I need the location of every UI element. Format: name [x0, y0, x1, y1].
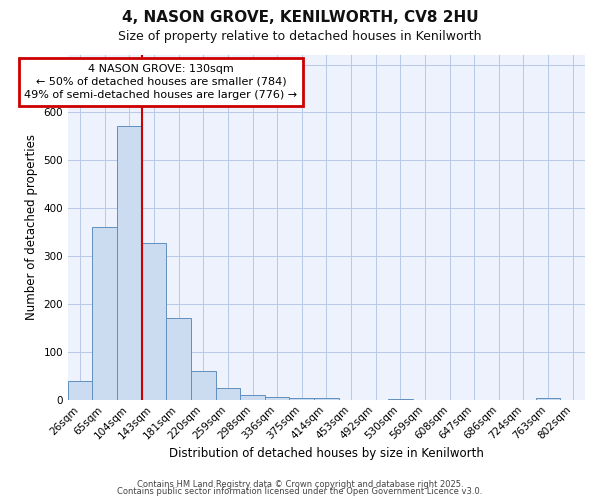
- Text: Contains public sector information licensed under the Open Government Licence v3: Contains public sector information licen…: [118, 487, 482, 496]
- X-axis label: Distribution of detached houses by size in Kenilworth: Distribution of detached houses by size …: [169, 447, 484, 460]
- Text: Contains HM Land Registry data © Crown copyright and database right 2025.: Contains HM Land Registry data © Crown c…: [137, 480, 463, 489]
- Text: 4, NASON GROVE, KENILWORTH, CV8 2HU: 4, NASON GROVE, KENILWORTH, CV8 2HU: [122, 10, 478, 25]
- Bar: [92, 228, 117, 400]
- Bar: [166, 318, 191, 400]
- Bar: [265, 398, 289, 400]
- Y-axis label: Number of detached properties: Number of detached properties: [25, 134, 38, 320]
- Bar: [314, 398, 339, 400]
- Bar: [536, 398, 560, 400]
- Bar: [117, 126, 142, 400]
- Bar: [388, 399, 413, 400]
- Bar: [68, 380, 92, 400]
- Bar: [142, 243, 166, 400]
- Bar: [240, 395, 265, 400]
- Text: Size of property relative to detached houses in Kenilworth: Size of property relative to detached ho…: [118, 30, 482, 43]
- Bar: [289, 398, 314, 400]
- Text: 4 NASON GROVE: 130sqm
← 50% of detached houses are smaller (784)
49% of semi-det: 4 NASON GROVE: 130sqm ← 50% of detached …: [25, 64, 298, 100]
- Bar: [191, 371, 215, 400]
- Bar: [215, 388, 240, 400]
